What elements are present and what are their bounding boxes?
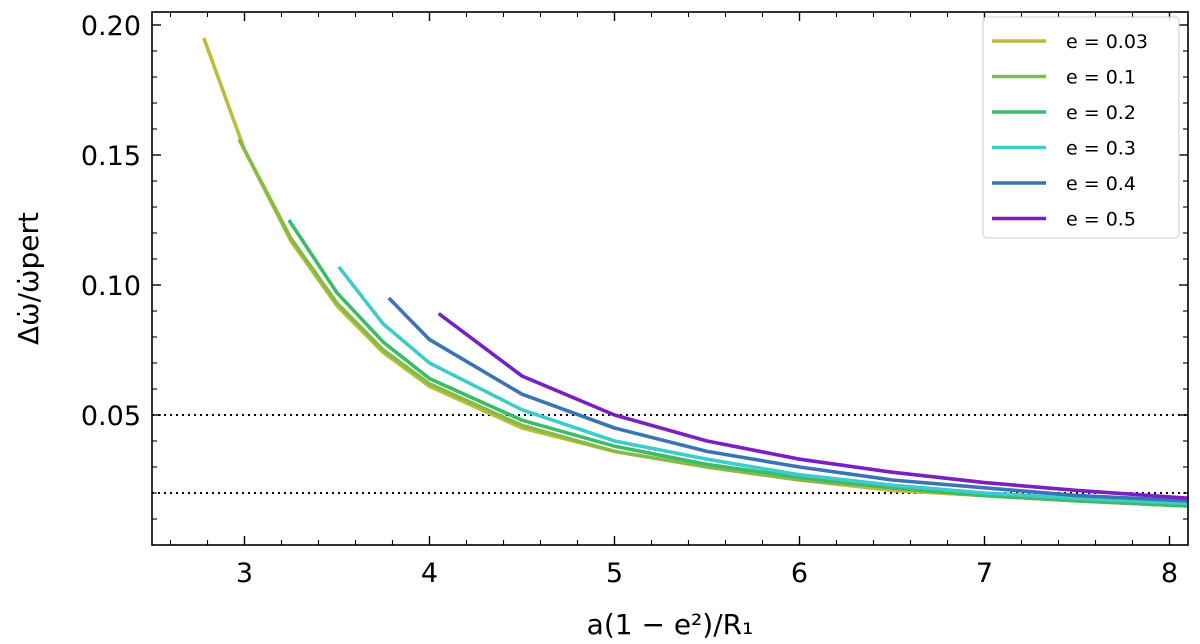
x-tick-labels: 3 4 5 6 7 8 (236, 558, 1178, 589)
series-line-3 (337, 265, 1188, 506)
x-tick-label: 7 (976, 558, 993, 589)
legend-label: e = 0.2 (1066, 102, 1136, 124)
y-tick-label: 0.15 (81, 141, 141, 172)
plot-frame (151, 11, 1189, 546)
series-line-2 (287, 219, 1188, 508)
x-tick-label: 5 (606, 558, 623, 589)
legend-label: e = 0.03 (1066, 31, 1148, 53)
x-tick-label: 4 (421, 558, 438, 589)
series-line-4 (387, 296, 1188, 503)
y-axis-label: Δω̇/ω̇pert (12, 212, 45, 345)
series-line-5 (437, 312, 1188, 500)
series-lines (202, 37, 1188, 508)
y-tick-label: 0.20 (81, 11, 141, 42)
legend-label: e = 0.3 (1066, 138, 1136, 160)
y-tick-label: 0.05 (81, 401, 141, 432)
x-tick-label: 3 (236, 558, 253, 589)
legend-label: e = 0.5 (1066, 209, 1136, 231)
axis-ticks (152, 12, 1188, 545)
legend-label: e = 0.4 (1066, 173, 1136, 195)
y-tick-labels: 0.05 0.10 0.15 0.20 (81, 11, 141, 432)
x-tick-label: 8 (1161, 558, 1178, 589)
legend-label: e = 0.1 (1066, 67, 1136, 89)
x-tick-label: 6 (791, 558, 808, 589)
legend: e = 0.03 e = 0.1 e = 0.2 e = 0.3 e = 0.4 e = … (982, 16, 1180, 239)
x-axis-label: a(1 − e²)/R₁ (587, 608, 754, 641)
y-tick-label: 0.10 (81, 271, 141, 302)
reference-lines (152, 414, 1188, 494)
